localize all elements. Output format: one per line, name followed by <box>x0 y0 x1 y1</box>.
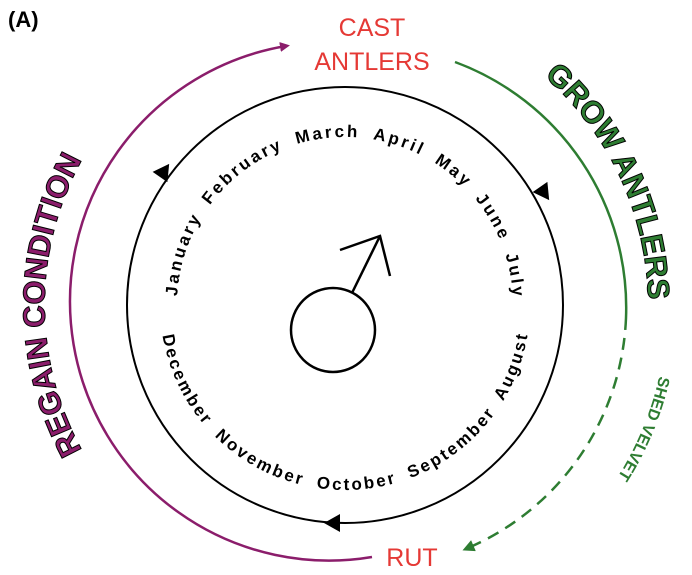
panel-label: (A) <box>8 7 39 32</box>
lower-months: December November October September Augu… <box>158 332 531 494</box>
month: April <box>372 124 426 158</box>
cast-label: CAST <box>339 14 406 42</box>
month-circle <box>126 86 564 524</box>
month: July <box>502 251 528 297</box>
shed-label: SHED VELVET <box>614 375 672 484</box>
upper-months: January February March April May June Ju… <box>162 122 528 297</box>
regain-label: REGAIN CONDITION <box>16 147 88 463</box>
month: January <box>162 211 204 297</box>
month: February <box>198 135 284 207</box>
month: October <box>316 468 397 494</box>
cycle-arrow <box>532 181 550 201</box>
velvet-arc <box>462 317 628 552</box>
cycle-arrow <box>152 163 170 183</box>
rut-label: RUT <box>386 544 437 572</box>
antlers-label: ANTLERS <box>314 48 429 76</box>
month: June <box>472 189 514 241</box>
month: November <box>212 425 305 489</box>
cycle-arrow <box>324 514 340 532</box>
grow-arc <box>454 60 628 319</box>
month: March <box>293 122 358 148</box>
male-symbol <box>289 234 392 374</box>
month: May <box>432 150 475 190</box>
month: September <box>405 404 499 481</box>
month: August <box>490 332 532 403</box>
month: December <box>158 332 215 427</box>
regain-arc <box>68 42 373 562</box>
